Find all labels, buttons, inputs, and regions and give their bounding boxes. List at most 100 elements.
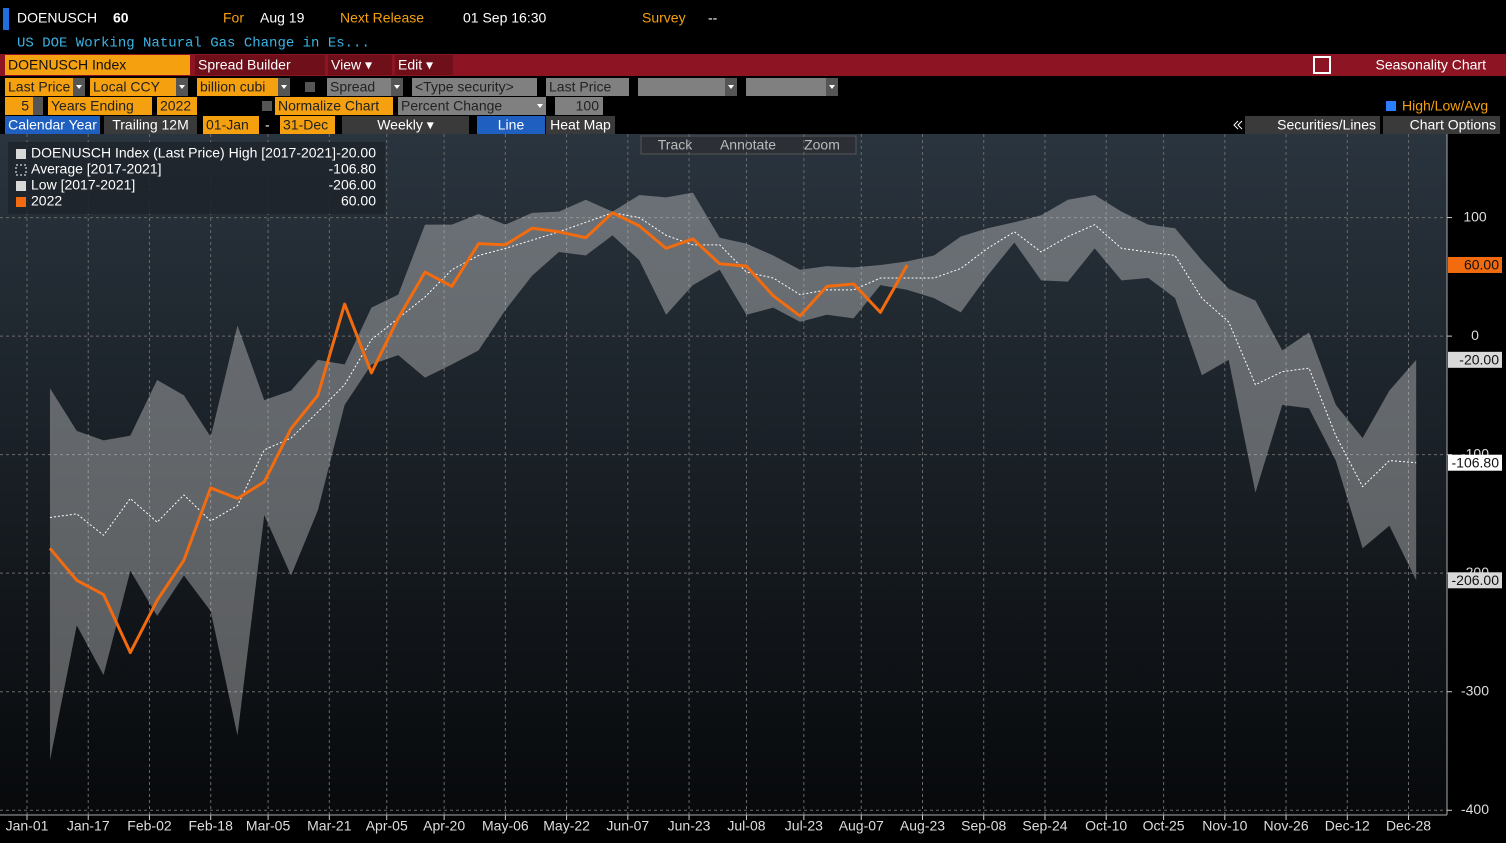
frequency[interactable]: Weekly ▾	[377, 117, 434, 133]
end-date-box[interactable]	[280, 116, 335, 134]
menu-item[interactable]: Edit ▾	[398, 57, 433, 73]
start-date[interactable]: 01-Jan	[206, 117, 249, 133]
checkbox[interactable]	[305, 82, 315, 92]
field[interactable]: Spread	[330, 79, 375, 95]
x-tick-label: Jan-01	[6, 818, 49, 834]
dropdown-arrow[interactable]	[179, 85, 185, 89]
normalize-mode[interactable]: Percent Change	[401, 98, 502, 114]
menu-item-box[interactable]	[195, 55, 325, 75]
panel-button-box[interactable]	[1383, 116, 1500, 134]
x-tick-label: Jun-23	[668, 818, 711, 834]
start-date-box[interactable]	[203, 116, 259, 134]
field[interactable]: Last Price	[549, 79, 611, 95]
dropdown-arrow[interactable]	[394, 85, 400, 89]
tool[interactable]: Track	[658, 137, 693, 153]
tool[interactable]: Zoom	[804, 137, 840, 153]
empty-field[interactable]	[638, 78, 737, 96]
normalize-box[interactable]	[275, 97, 393, 115]
legend-label: Average [2017-2021]	[31, 161, 162, 177]
y-tick-label: -400	[1461, 801, 1489, 817]
security[interactable]: DOENUSCH Index	[8, 57, 126, 73]
x-tick-label: May-06	[482, 818, 529, 834]
legend-value: -106.80	[329, 161, 377, 177]
end-date[interactable]: 31-Dec	[283, 117, 328, 133]
field[interactable]: Last Price	[8, 79, 70, 95]
field-box[interactable]	[546, 78, 629, 96]
average-line	[49, 212, 1417, 536]
field-box[interactable]	[90, 78, 188, 96]
menu-item-box[interactable]	[328, 55, 392, 75]
style-tab-box[interactable]	[477, 116, 545, 134]
panel-button[interactable]: Securities/Lines	[1277, 117, 1376, 133]
panel-button[interactable]: Chart Options	[1410, 117, 1496, 133]
legend-swatch	[16, 149, 26, 159]
date-separator: -	[265, 117, 270, 133]
for-label: For	[223, 10, 244, 26]
spinner[interactable]	[33, 97, 43, 115]
style-tab[interactable]: Line	[498, 117, 525, 133]
legend-value: -20.00	[336, 145, 376, 161]
base[interactable]: 100	[576, 98, 600, 114]
dropdown-arrow[interactable]	[281, 85, 287, 89]
normalize-mode-box[interactable]	[398, 97, 546, 115]
dropdown-arrow[interactable]	[829, 85, 835, 89]
ticker-marker	[3, 8, 9, 30]
x-tick-label: Dec-12	[1325, 818, 1370, 834]
legend-label: DOENUSCH Index (Last Price) High [2017-2…	[31, 145, 336, 161]
x-tick-label: Jul-08	[727, 818, 765, 834]
field-box[interactable]	[327, 78, 403, 96]
period-tab[interactable]: Trailing 12M	[112, 117, 189, 133]
x-tick-label: Dec-28	[1386, 818, 1431, 834]
menu-item[interactable]: View ▾	[331, 57, 372, 73]
field-box[interactable]	[412, 78, 537, 96]
last-value: 60	[113, 10, 129, 26]
field[interactable]: Local CCY	[93, 79, 161, 95]
panel-button-box[interactable]	[1245, 116, 1380, 134]
security-box[interactable]	[5, 55, 190, 75]
x-tick-label: Mar-21	[307, 818, 352, 834]
frequency-box[interactable]	[342, 116, 469, 134]
legend-label: 2022	[31, 193, 62, 209]
x-tick-label: Feb-18	[189, 818, 234, 834]
dropdown-arrow[interactable]	[76, 85, 82, 89]
years[interactable]: 5	[21, 98, 29, 114]
checkbox[interactable]	[1386, 101, 1396, 111]
base-box[interactable]	[555, 97, 603, 115]
end-year-box[interactable]	[157, 97, 197, 115]
x-tick-label: Sep-08	[961, 818, 1006, 834]
field[interactable]: billion cubi	[200, 79, 265, 95]
field-box[interactable]	[197, 78, 290, 96]
tool[interactable]: Annotate	[720, 137, 776, 153]
last-value-tag	[1448, 572, 1502, 589]
menu-item[interactable]: Spread Builder	[198, 57, 291, 73]
last-value-label: 60.00	[1464, 257, 1499, 273]
legend-swatch	[16, 197, 26, 207]
x-tick-label: Sep-24	[1022, 818, 1067, 834]
last-value-tag	[1448, 454, 1502, 471]
period-tab[interactable]: Calendar Year	[8, 117, 97, 133]
period-tab-box[interactable]	[104, 116, 197, 134]
style-tab[interactable]: Heat Map	[550, 117, 611, 133]
x-tick-label: Nov-26	[1263, 818, 1308, 834]
normalize[interactable]: Normalize Chart	[278, 98, 379, 114]
dropdown-arrow[interactable]	[728, 85, 734, 89]
period-tab-box[interactable]	[5, 116, 100, 134]
empty-field[interactable]	[746, 78, 838, 96]
style-tab-box[interactable]	[546, 116, 615, 134]
popout-icon[interactable]	[1313, 56, 1331, 74]
field[interactable]: <Type security>	[415, 79, 514, 95]
dropdown-arrow[interactable]	[537, 104, 543, 108]
last-value-label: -106.80	[1452, 454, 1500, 470]
checkbox[interactable]	[262, 101, 272, 111]
field-box[interactable]	[5, 78, 85, 96]
end-year[interactable]: 2022	[160, 98, 191, 114]
x-tick-label: Oct-25	[1143, 818, 1185, 834]
years-box[interactable]	[5, 97, 33, 115]
plot-area	[0, 134, 1447, 815]
menu-item-box[interactable]	[395, 55, 453, 75]
collapse-icon[interactable]	[1233, 120, 1243, 130]
last-value-tag	[1448, 256, 1502, 273]
x-tick-label: Aug-23	[900, 818, 945, 834]
high-low-avg[interactable]: High/Low/Avg	[1402, 98, 1488, 114]
for-date: Aug 19	[260, 10, 305, 26]
